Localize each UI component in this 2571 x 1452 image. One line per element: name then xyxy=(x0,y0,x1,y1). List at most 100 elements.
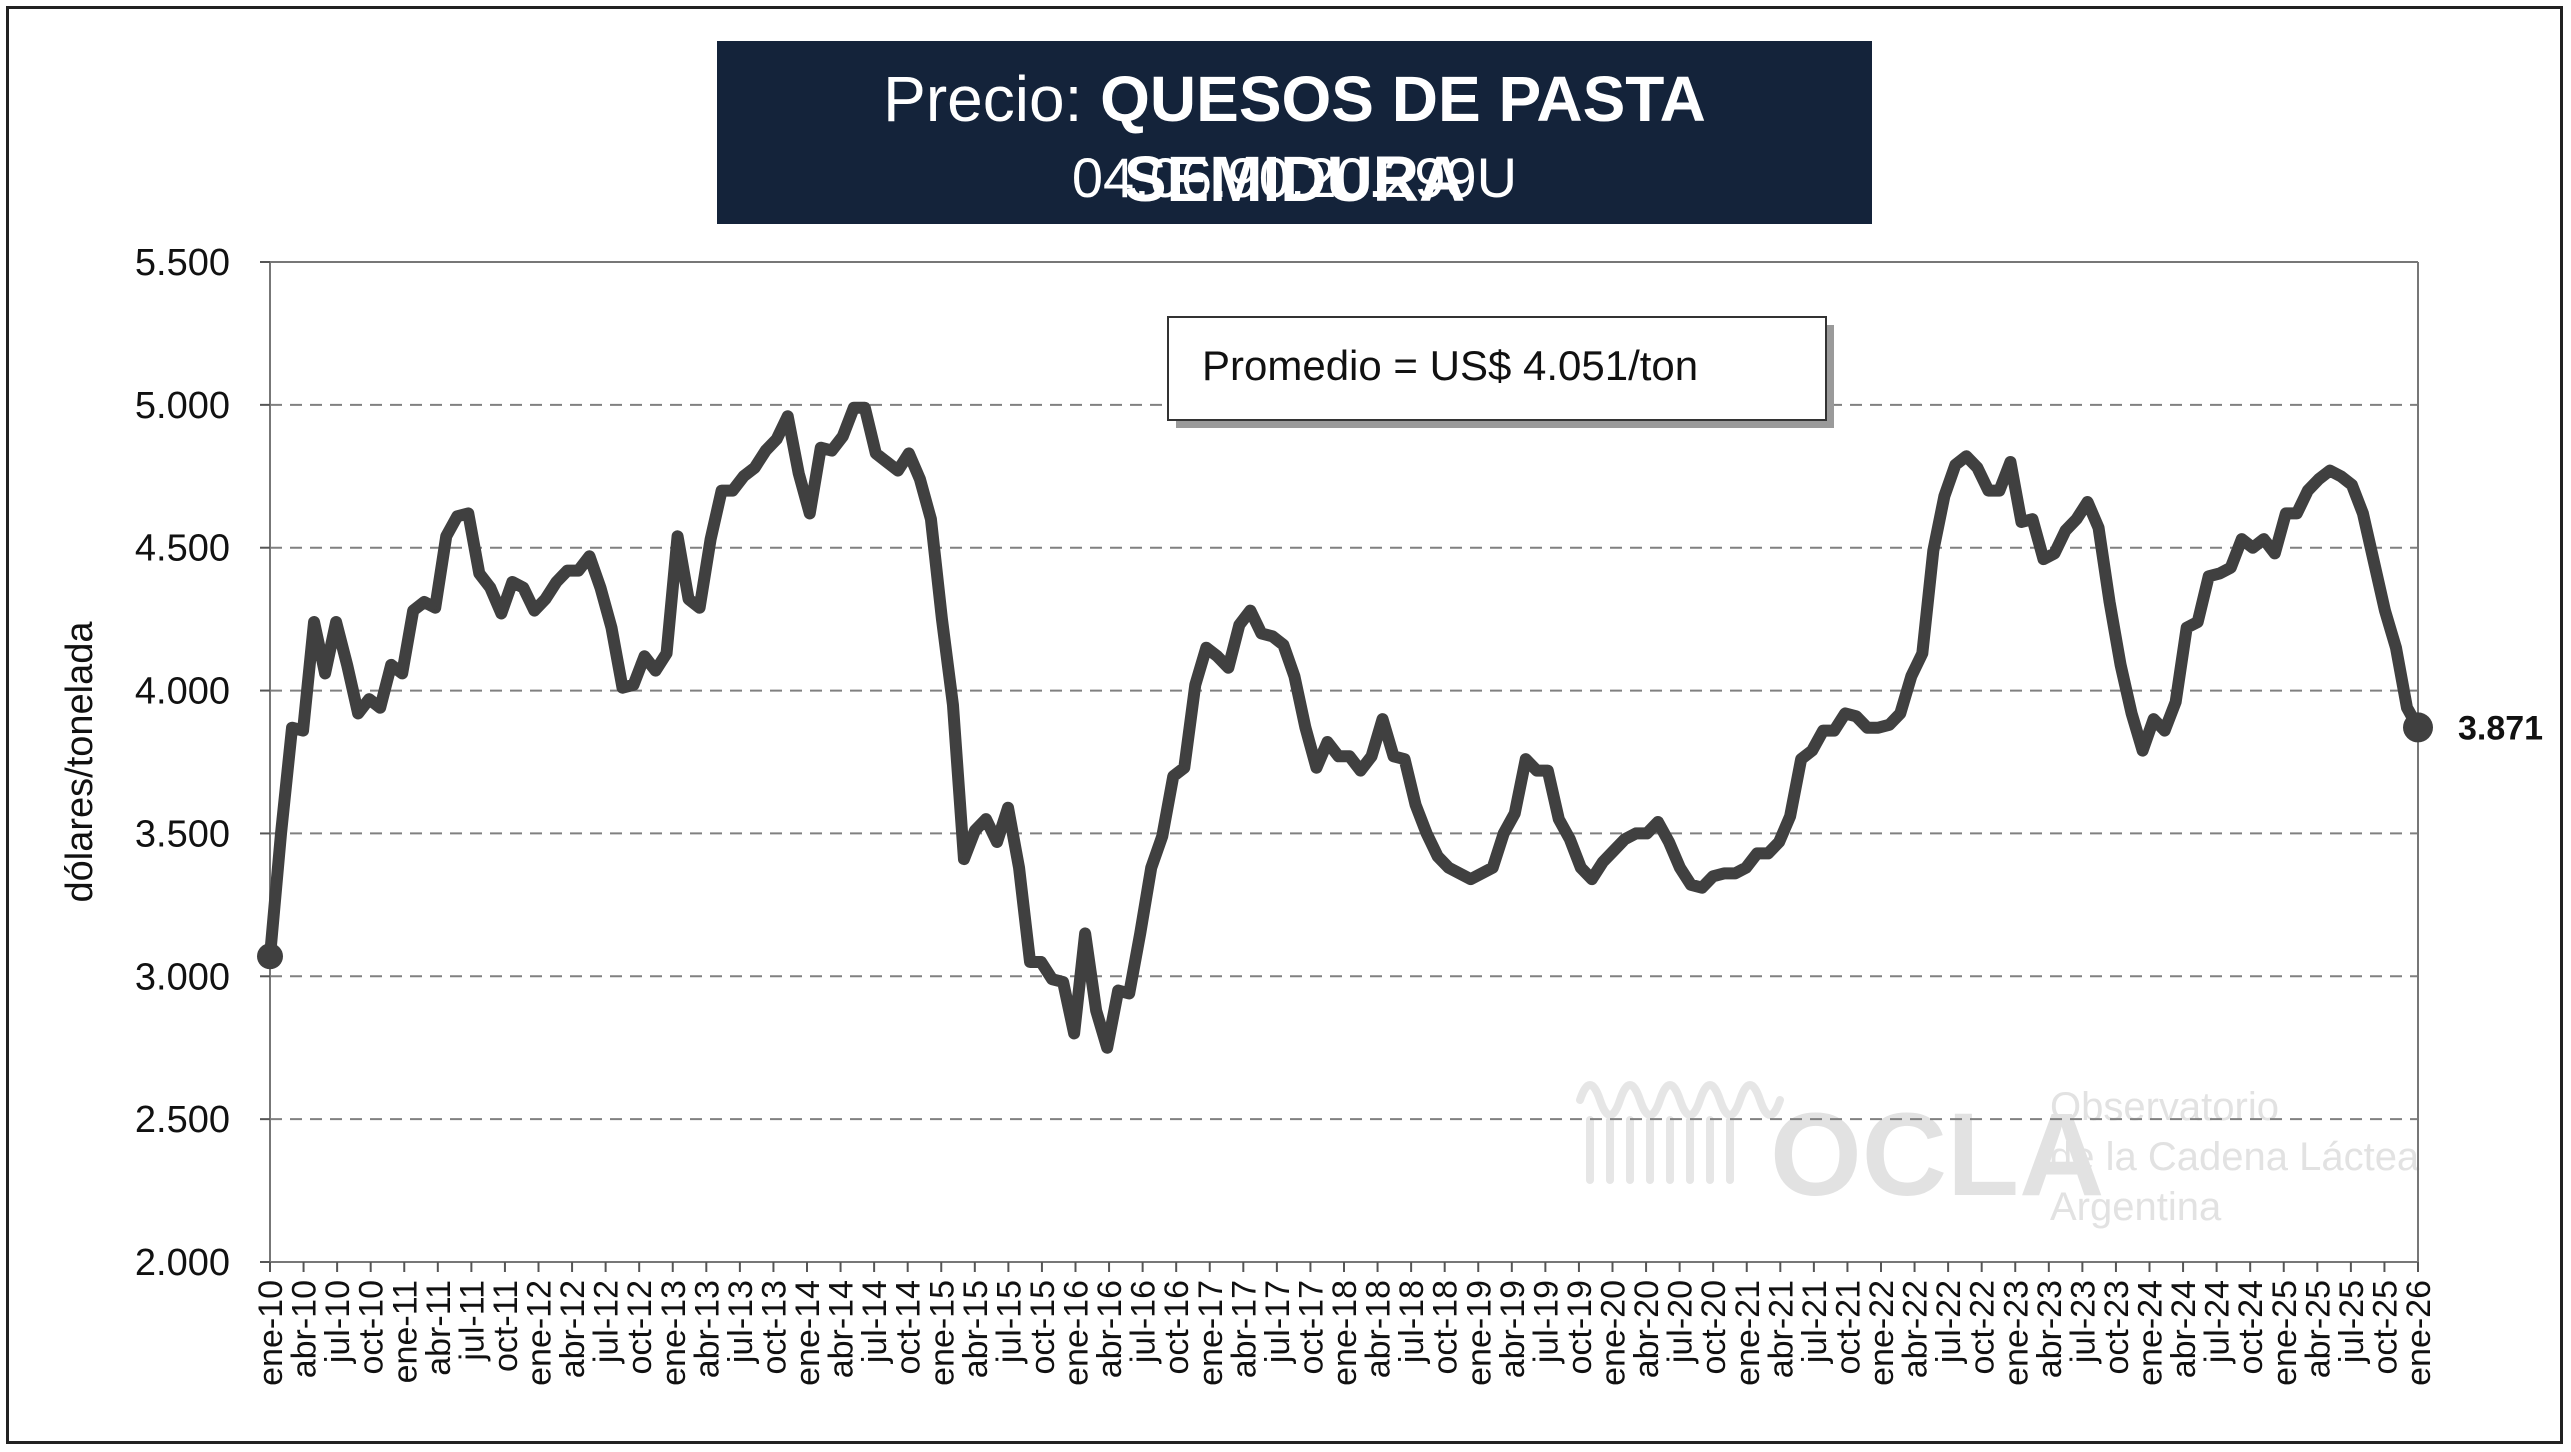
data-point xyxy=(1677,865,1682,870)
data-point xyxy=(873,451,878,456)
data-point xyxy=(1083,931,1088,936)
data-point xyxy=(598,585,603,590)
x-tick-label: ene-18 xyxy=(1326,1280,1364,1386)
x-tick-label: ene-15 xyxy=(923,1280,961,1386)
data-point xyxy=(829,448,834,453)
data-point xyxy=(1050,977,1055,982)
data-point xyxy=(2173,700,2178,704)
data-point xyxy=(1975,465,1980,470)
data-point xyxy=(1501,831,1506,836)
data-point xyxy=(1843,711,1848,716)
data-point xyxy=(2305,488,2310,493)
x-tick-label: ene-21 xyxy=(1729,1280,1767,1386)
data-point xyxy=(1744,865,1749,870)
data-point xyxy=(1391,754,1396,759)
x-tick-label: abr-21 xyxy=(1762,1280,1800,1378)
data-point xyxy=(2371,560,2376,564)
data-point xyxy=(1039,960,1044,964)
data-point xyxy=(2184,625,2189,630)
data-point xyxy=(1457,871,1462,876)
x-tick-label: oct-13 xyxy=(755,1280,793,1375)
x-tick-label: oct-25 xyxy=(2366,1280,2404,1375)
x-tick-label: ene-20 xyxy=(1595,1280,1633,1386)
data-point xyxy=(2140,748,2145,753)
x-tick-label: abr-10 xyxy=(286,1280,324,1378)
data-point xyxy=(587,554,592,559)
x-tick-label: abr-17 xyxy=(1225,1280,1263,1378)
data-point xyxy=(455,514,460,519)
x-tick-label: oct-23 xyxy=(2098,1280,2136,1375)
data-point xyxy=(1347,754,1352,759)
x-tick-label: oct-10 xyxy=(353,1280,391,1375)
data-point xyxy=(807,511,812,516)
data-point xyxy=(1622,837,1627,842)
data-point xyxy=(1479,871,1484,876)
x-tick-label: ene-23 xyxy=(1997,1280,2035,1386)
x-tick-label: ene-16 xyxy=(1058,1280,1096,1386)
data-point xyxy=(664,651,669,656)
x-tick-label: oct-18 xyxy=(1427,1280,1465,1375)
data-point xyxy=(1655,820,1660,824)
data-point xyxy=(301,728,306,733)
data-point xyxy=(2206,574,2211,579)
data-point xyxy=(620,685,625,690)
data-point xyxy=(1997,488,2002,493)
data-point xyxy=(433,605,438,610)
data-point xyxy=(1600,860,1605,864)
data-point xyxy=(2151,717,2156,722)
data-point xyxy=(796,471,801,476)
x-tick-label: abr-20 xyxy=(1628,1280,1666,1378)
data-point xyxy=(906,451,911,456)
data-point xyxy=(356,711,361,716)
data-point xyxy=(1325,740,1330,744)
x-tick-label: jul-18 xyxy=(1393,1280,1431,1364)
x-tick-label: abr-18 xyxy=(1360,1280,1398,1378)
data-point xyxy=(488,585,493,590)
data-point xyxy=(422,600,427,604)
end-value-label: 3.871 xyxy=(2458,709,2543,747)
y-tick-label: 2.500 xyxy=(135,1099,230,1141)
data-point xyxy=(1215,654,1220,659)
data-point xyxy=(2349,482,2354,487)
data-point xyxy=(1248,608,1253,613)
data-point xyxy=(1061,980,1066,984)
data-point xyxy=(1876,725,1881,730)
x-tick-label: oct-20 xyxy=(1695,1280,1733,1375)
data-point xyxy=(323,671,328,676)
data-point xyxy=(576,568,581,573)
start-point-marker xyxy=(257,943,283,970)
x-tick-label: jul-20 xyxy=(1662,1280,1700,1364)
x-tick-label: jul-15 xyxy=(990,1280,1028,1364)
data-point xyxy=(1942,494,1947,499)
data-point xyxy=(389,662,394,667)
data-point xyxy=(1435,854,1440,859)
x-tick-label: jul-19 xyxy=(1527,1280,1565,1364)
data-point xyxy=(1380,717,1385,722)
data-point xyxy=(1534,768,1539,773)
x-tick-label: abr-19 xyxy=(1494,1280,1532,1378)
data-point xyxy=(2393,645,2398,650)
watermark-line3: Argentina xyxy=(2050,1185,2222,1229)
data-point xyxy=(774,437,779,442)
data-point xyxy=(2360,511,2365,516)
data-point xyxy=(2338,474,2343,479)
callout-text: Promedio = US$ 4.051/ton xyxy=(1202,342,1698,389)
x-tick-label: oct-16 xyxy=(1158,1280,1196,1375)
data-point xyxy=(1589,877,1594,882)
data-point xyxy=(1314,765,1319,770)
data-point xyxy=(1909,674,1914,679)
price-series-line xyxy=(264,401,2424,1054)
y-tick-label: 5.000 xyxy=(135,385,230,427)
x-tick-label: jul-25 xyxy=(2333,1280,2371,1364)
data-point xyxy=(1006,805,1011,810)
data-point xyxy=(1116,988,1121,993)
callout-box xyxy=(1167,316,1827,421)
data-point xyxy=(2041,557,2046,562)
data-point xyxy=(444,534,449,539)
data-point xyxy=(1358,768,1363,773)
watermark-line1: Observatorio xyxy=(2050,1085,2279,1129)
data-point xyxy=(400,671,405,676)
x-tick-label: jul-16 xyxy=(1125,1280,1163,1364)
data-point xyxy=(1799,757,1804,762)
x-tick-label: abr-24 xyxy=(2165,1280,2203,1378)
